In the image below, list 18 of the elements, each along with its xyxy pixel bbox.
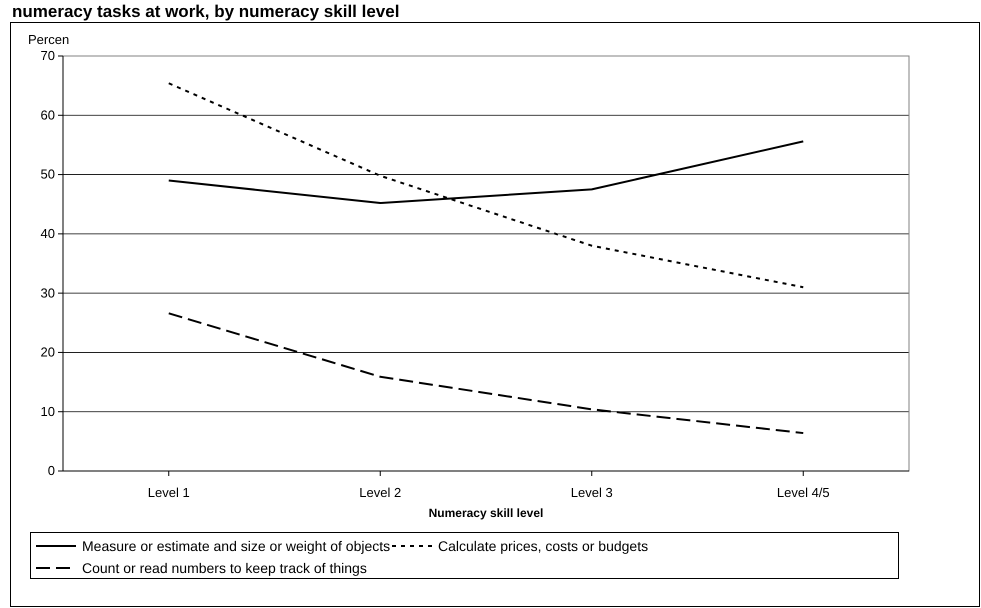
x-tick-label: Level 1 [148, 485, 190, 500]
y-tick-label: 30 [40, 285, 55, 300]
x-tick-label: Level 2 [359, 485, 402, 500]
y-tick-label: 70 [40, 48, 55, 64]
x-tick-label: Level 3 [570, 485, 613, 500]
legend-label: Count or read numbers to keep track of things [82, 560, 367, 576]
chart-title: numeracy tasks at work, by numeracy skill level [12, 2, 400, 21]
y-axis-title: Percen [28, 32, 70, 47]
y-tick-label: 20 [40, 344, 55, 360]
y-tick-label: 10 [40, 404, 55, 419]
x-tick-label: Level 4/5 [776, 485, 830, 500]
legend-label: Measure or estimate and size or weight of objects [82, 538, 390, 554]
x-axis-title: Numeracy skill level [428, 506, 544, 520]
y-tick-label: 0 [48, 463, 55, 478]
y-tick-label: 60 [40, 107, 55, 122]
y-tick-label: 40 [40, 226, 55, 242]
legend-label: Calculate prices, costs or budgets [438, 538, 648, 554]
y-tick-label: 50 [40, 166, 55, 182]
